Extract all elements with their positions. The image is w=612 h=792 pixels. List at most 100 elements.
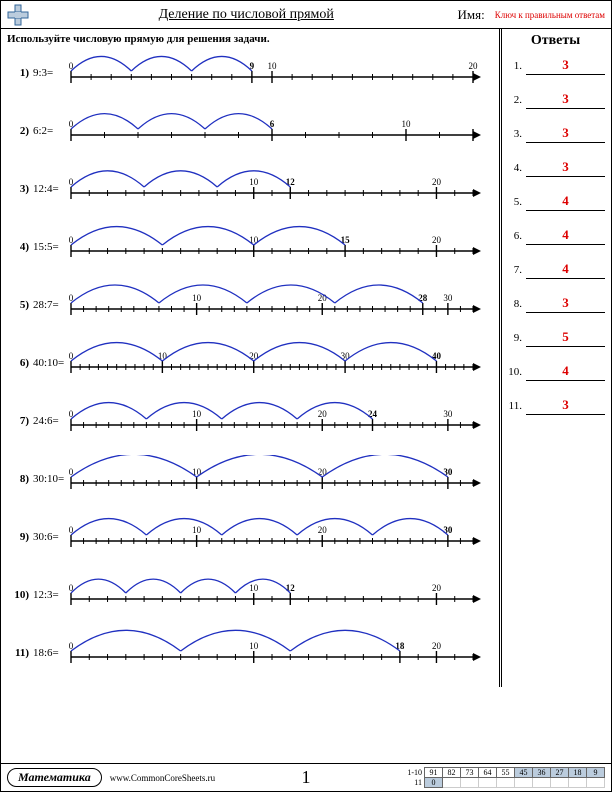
problem-expression: 18:6= [29,629,67,659]
answer-value: 4 [526,227,605,245]
svg-text:20: 20 [469,61,479,71]
answer-value: 3 [526,295,605,313]
svg-text:10: 10 [268,61,278,71]
svg-text:30: 30 [341,351,351,361]
answer-row: 3.3 [506,125,605,143]
svg-text:30: 30 [443,409,453,419]
problem-row: 9)30:6=0102030 [7,513,493,557]
problem-number: 5) [7,281,29,311]
answer-value: 4 [526,261,605,279]
problem-row: 11)18:6=0101820 [7,629,493,673]
answer-value: 3 [526,91,605,109]
problem-expression: 9:3= [29,49,67,79]
problem-expression: 6:2= [29,107,67,137]
answer-number: 1. [506,60,522,72]
problem-row: 1)9:3=091020 [7,49,493,93]
problem-number: 7) [7,397,29,427]
number-line: 0102030 [67,513,493,557]
instruction: Используйте числовую прямую для решения … [7,33,493,45]
problem-expression: 40:10= [29,339,67,369]
answer-number: 8. [506,298,522,310]
answer-row: 7.4 [506,261,605,279]
answer-number: 2. [506,94,522,106]
number-line: 010202830 [67,281,493,325]
footer: Математика www.CommonCoreSheets.ru 1 1-1… [1,763,611,791]
answer-row: 1.3 [506,57,605,75]
svg-text:20: 20 [318,525,328,535]
number-line: 0102030 [67,455,493,499]
problem-number: 2) [7,107,29,137]
answer-value: 4 [526,363,605,381]
answer-key-label: Ключ к правильным ответам [495,10,605,20]
svg-text:20: 20 [318,409,328,419]
problem-expression: 12:4= [29,165,67,195]
problem-number: 11) [7,629,29,659]
svg-text:20: 20 [432,177,442,187]
problem-row: 3)12:4=0101220 [7,165,493,209]
svg-text:10: 10 [192,525,202,535]
problem-row: 4)15:5=0101520 [7,223,493,267]
svg-text:30: 30 [443,293,453,303]
svg-text:28: 28 [418,293,428,303]
svg-text:20: 20 [432,583,442,593]
number-line: 0101220 [67,571,493,615]
number-line: 091020 [67,49,493,93]
problem-number: 8) [7,455,29,485]
problem-number: 1) [7,49,29,79]
problem-row: 8)30:10=0102030 [7,455,493,499]
answer-row: 9.5 [506,329,605,347]
number-line: 0101520 [67,223,493,267]
svg-text:10: 10 [249,177,259,187]
answer-row: 11.3 [506,397,605,415]
problem-number: 6) [7,339,29,369]
svg-text:10: 10 [402,119,412,129]
svg-text:20: 20 [432,235,442,245]
svg-text:10: 10 [249,583,259,593]
problem-row: 7)24:6=010202430 [7,397,493,441]
answer-number: 10. [506,366,522,378]
problem-number: 3) [7,165,29,195]
problem-row: 6)40:10=010203040 [7,339,493,383]
answer-row: 2.3 [506,91,605,109]
svg-text:30: 30 [443,525,453,535]
answer-number: 7. [506,264,522,276]
answer-row: 8.3 [506,295,605,313]
answer-value: 3 [526,57,605,75]
name-label: Имя: [457,7,484,23]
answer-value: 3 [526,159,605,177]
answer-number: 6. [506,230,522,242]
subject-badge: Математика [7,768,102,787]
answer-number: 3. [506,128,522,140]
answer-number: 9. [506,332,522,344]
problem-row: 5)28:7=010202830 [7,281,493,325]
svg-text:10: 10 [192,409,202,419]
answer-row: 10.4 [506,363,605,381]
problem-expression: 30:10= [29,455,67,485]
logo-icon [7,4,29,26]
svg-text:20: 20 [249,351,259,361]
worksheet-title: Деление по числовой прямой [35,7,457,23]
svg-text:15: 15 [341,235,351,245]
page-number: 1 [302,767,311,788]
answers-title: Ответы [506,33,605,49]
problems-column: Используйте числовую прямую для решения … [1,29,499,687]
main-area: Используйте числовую прямую для решения … [1,29,611,687]
problem-number: 10) [7,571,29,601]
answer-row: 4.3 [506,159,605,177]
problem-expression: 30:6= [29,513,67,543]
answer-value: 3 [526,397,605,415]
svg-text:24: 24 [368,409,378,419]
answer-value: 3 [526,125,605,143]
number-line: 010202430 [67,397,493,441]
problem-expression: 12:3= [29,571,67,601]
answer-number: 4. [506,162,522,174]
svg-text:10: 10 [158,351,168,361]
answers-column: Ответы 1.32.33.34.35.46.47.48.39.510.411… [499,29,609,687]
score-grid: 1-109182736455453627189110 [405,767,606,788]
svg-text:12: 12 [286,177,296,187]
number-line: 010203040 [67,339,493,383]
number-line: 0101820 [67,629,493,673]
problem-expression: 28:7= [29,281,67,311]
svg-text:10: 10 [249,641,259,651]
svg-text:12: 12 [286,583,296,593]
